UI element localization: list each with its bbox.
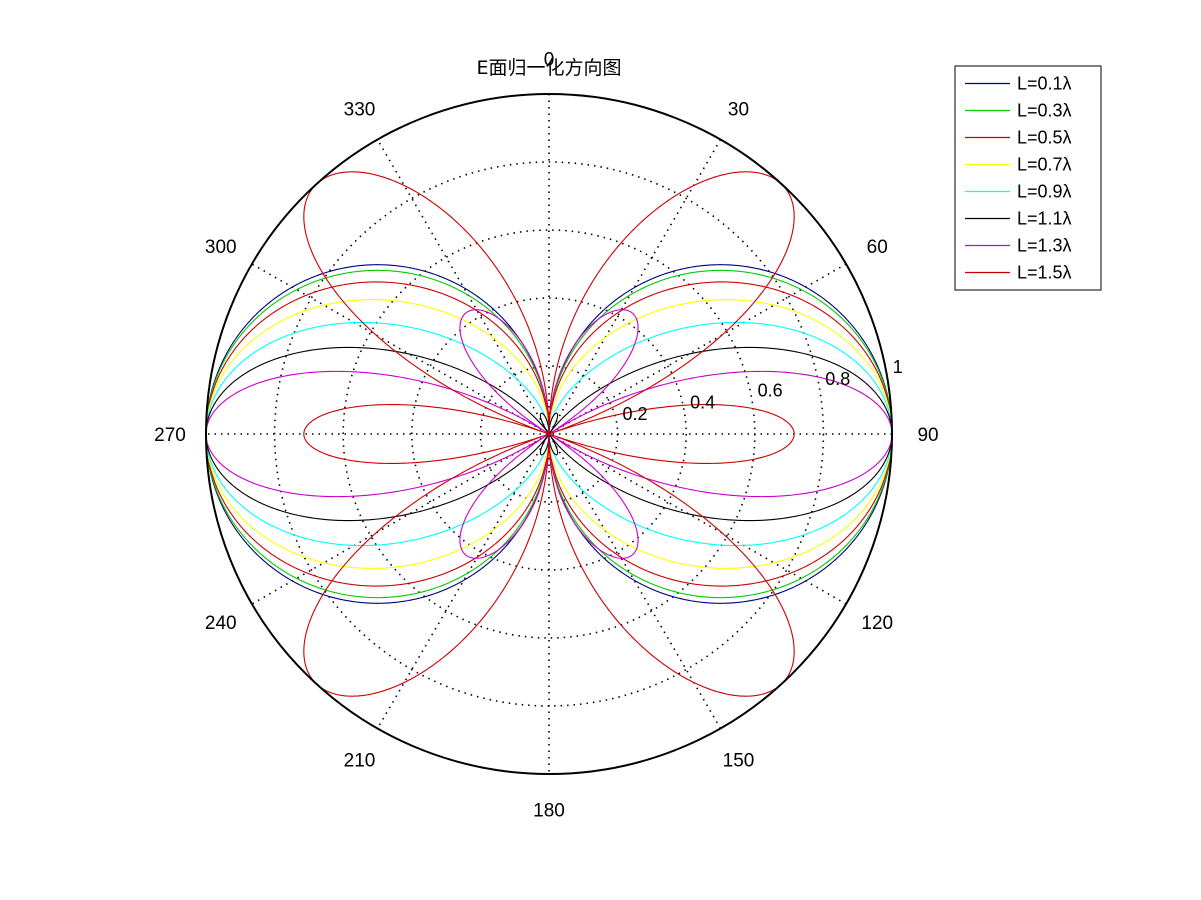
series-line	[303, 171, 795, 697]
legend-entry-label: L=0.7λ	[1017, 155, 1072, 175]
angular-tick-label: 330	[344, 100, 376, 121]
angular-tick-label: 120	[861, 613, 893, 634]
polar-frame	[205, 93, 893, 775]
chart-title: E面归一化方向图	[476, 57, 621, 79]
angular-tick-label: 90	[917, 425, 938, 446]
angular-tick-label: 300	[205, 237, 237, 258]
radial-tick-label: 1	[893, 357, 903, 377]
angular-tick-label: 270	[154, 425, 186, 446]
axis-labels: 0 30 60 90 120 150 180 210 240 270 300 330 0.2 0.4 0.6…	[154, 49, 938, 821]
angular-tick-label: 0	[544, 49, 555, 70]
legend-entry-label: L=0.1λ	[1017, 74, 1072, 94]
legend-entry-label: L=1.1λ	[1017, 209, 1072, 229]
polar-outer-circle	[205, 93, 893, 775]
legend: L=0.1λ L=0.3λ L=0.5λ L=0.7λ L=0.9λ L=1.1λ L=1.…	[954, 65, 1102, 291]
pattern-curves	[205, 171, 893, 697]
legend-entry-label: L=0.3λ	[1017, 101, 1072, 121]
angular-tick-label: 180	[533, 801, 565, 822]
angular-tick-label: 60	[867, 237, 888, 258]
radial-tick-label: 0.2	[623, 404, 648, 424]
angular-tick-label: 30	[728, 100, 749, 121]
angular-tick-label: 150	[723, 750, 755, 771]
legend-entry-label: L=1.3λ	[1017, 236, 1072, 256]
legend-box	[954, 65, 1102, 291]
radial-tick-label: 0.4	[690, 392, 715, 412]
radial-tick-label: 0.8	[825, 369, 850, 389]
angular-tick-label: 240	[205, 613, 237, 634]
legend-entry-label: L=1.5λ	[1017, 263, 1072, 283]
legend-entry-label: L=0.9λ	[1017, 182, 1072, 202]
radial-grid-circle	[410, 297, 687, 571]
angular-tick-label: 210	[344, 750, 376, 771]
radial-tick-label: 0.6	[758, 381, 783, 401]
radial-grid-circle	[273, 161, 825, 707]
legend-entry-label: L=0.5λ	[1017, 128, 1072, 148]
polar-grid	[206, 94, 892, 774]
